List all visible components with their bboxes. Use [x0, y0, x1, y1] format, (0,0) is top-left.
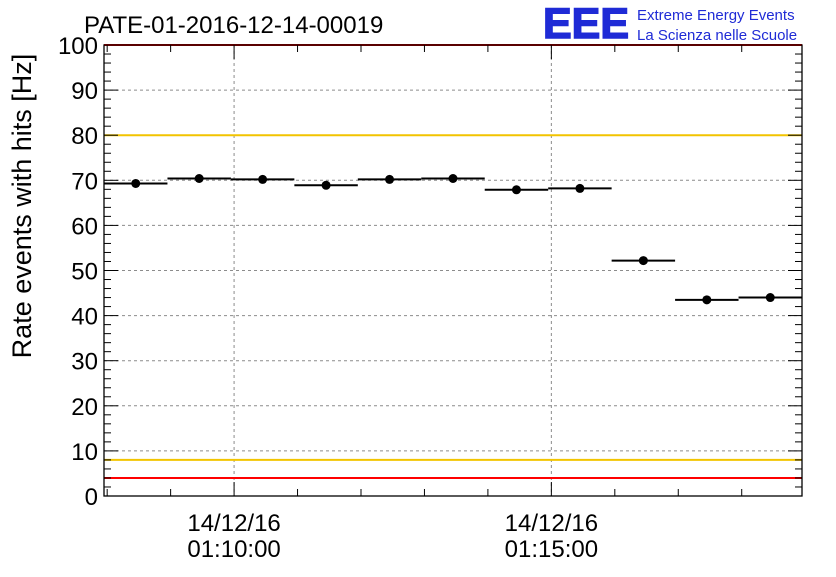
x-tick-label-time: 01:10:00 [187, 536, 280, 563]
chart-title: PATE-01-2016-12-14-00019 [84, 12, 383, 39]
y-tick-label: 80 [71, 123, 98, 150]
x-tick-label-date: 14/12/16 [187, 510, 280, 537]
y-tick-label: 10 [71, 439, 98, 466]
data-point [511, 185, 521, 195]
data-point [321, 180, 331, 190]
logo-line-1: Extreme Energy Events [637, 7, 795, 24]
data-point [702, 295, 712, 305]
eee-logo: EEE Extreme Energy Events La Scienza nel… [542, 0, 797, 49]
data-points [104, 173, 802, 305]
y-axis-label: Rate events with hits [Hz] [7, 54, 37, 359]
data-point [575, 183, 585, 193]
y-tick-label: 70 [71, 168, 98, 195]
y-tick-label: 100 [58, 33, 98, 60]
y-tick-label: 40 [71, 304, 98, 331]
eee-logo-text: EEE [543, 0, 629, 48]
axes: 010203040506070809010014/12/1601:10:0014… [58, 33, 803, 563]
x-tick-label-date: 14/12/16 [505, 510, 598, 537]
y-tick-label: 90 [71, 78, 98, 105]
y-tick-label: 60 [71, 213, 98, 240]
data-point [765, 293, 775, 303]
y-tick-label: 0 [85, 484, 98, 511]
data-point [131, 178, 141, 188]
y-tick-label: 50 [71, 259, 98, 286]
y-tick-label: 30 [71, 349, 98, 376]
data-point [448, 173, 458, 183]
x-tick-label-time: 01:15:00 [505, 536, 598, 563]
y-tick-label: 20 [71, 394, 98, 421]
data-point [194, 173, 204, 183]
data-point [258, 174, 268, 184]
data-point [385, 174, 395, 184]
data-point [638, 256, 648, 266]
logo-line-2: La Scienza nelle Scuole [637, 27, 797, 44]
